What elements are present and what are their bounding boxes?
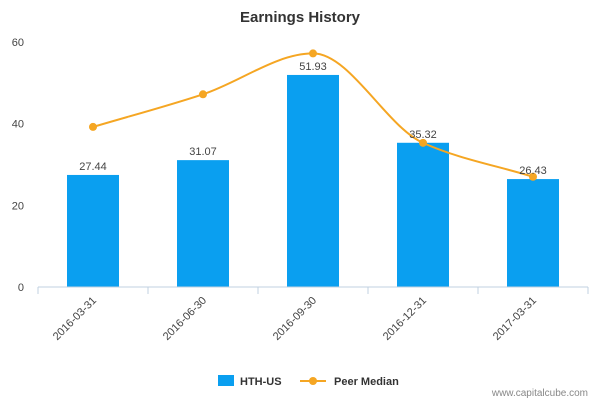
bar-value-label: 31.07 bbox=[189, 146, 217, 158]
y-axis-ticks: 0 20 40 60 bbox=[12, 37, 24, 294]
legend-label-hth-us: HTH-US bbox=[240, 376, 282, 388]
x-tick-label: 2016-03-31 bbox=[51, 295, 99, 343]
y-tick-label: 0 bbox=[18, 282, 24, 294]
y-tick-label: 60 bbox=[12, 37, 24, 49]
peer-median-point-2017-03-31 bbox=[529, 172, 537, 181]
bar-value-labels: 27.44 31.07 51.93 35.32 26.43 bbox=[79, 61, 547, 177]
bar-value-label: 51.93 bbox=[299, 61, 327, 73]
peer-median-point-2016-03-31 bbox=[89, 122, 97, 131]
x-axis: 2016-03-31 2016-06-30 2016-09-30 2016-12-31… bbox=[37, 286, 589, 343]
peer-median-point-2016-09-30 bbox=[309, 49, 317, 58]
legend-swatch-hth-us bbox=[218, 375, 234, 386]
bar-2016-06-30 bbox=[177, 160, 229, 287]
line-series-peer-median bbox=[89, 49, 537, 181]
bar-value-label: 27.44 bbox=[79, 161, 107, 173]
bar-2017-03-31 bbox=[507, 179, 559, 287]
peer-median-point-2016-06-30 bbox=[199, 90, 207, 99]
bar-2016-12-31 bbox=[397, 142, 449, 287]
y-tick-label: 40 bbox=[12, 119, 24, 131]
x-tick-label: 2016-06-30 bbox=[161, 295, 209, 343]
chart-title: Earnings History bbox=[240, 9, 361, 26]
legend-swatch-peer-median-marker bbox=[309, 377, 317, 385]
bar-value-label: 35.32 bbox=[409, 129, 437, 141]
x-tick-label: 2016-12-31 bbox=[381, 295, 429, 343]
bar-series-hth-us bbox=[67, 74, 559, 287]
legend-label-peer-median: Peer Median bbox=[334, 376, 399, 388]
y-tick-label: 20 bbox=[12, 200, 24, 212]
bar-value-label: 26.43 bbox=[519, 165, 547, 177]
watermark: www.capitalcube.com bbox=[491, 388, 588, 399]
legend: HTH-US Peer Median bbox=[218, 375, 399, 388]
x-tick-label: 2016-09-30 bbox=[271, 295, 319, 343]
bar-2016-09-30 bbox=[287, 74, 339, 287]
x-tick-label: 2017-03-31 bbox=[491, 295, 539, 343]
peer-median-point-2016-12-31 bbox=[419, 138, 427, 147]
bar-2016-03-31 bbox=[67, 174, 119, 287]
